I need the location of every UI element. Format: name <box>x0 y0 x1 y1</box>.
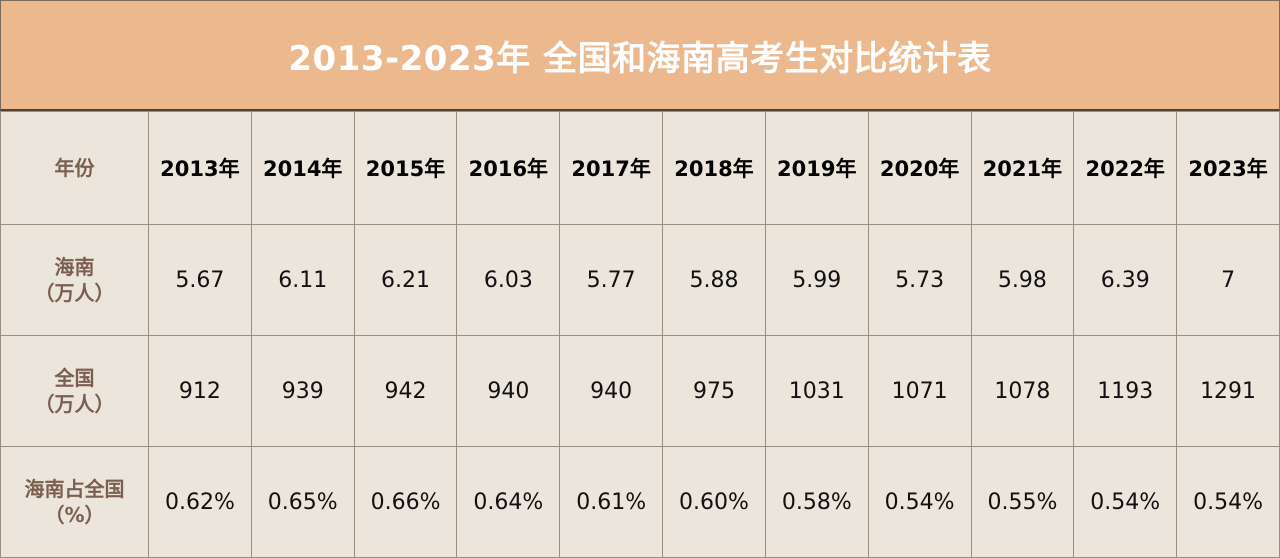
year-header-cell: 2015年 <box>353 111 458 225</box>
value-cell: 912 <box>148 335 252 447</box>
table-row: 全国 （万人） 912 939 942 940 940 975 1031 1071 1078 1193… <box>0 335 1280 447</box>
value-cell: 5.77 <box>559 224 664 336</box>
title-bar: 2013-2023年 全国和海南高考生对比统计表 <box>0 0 1280 111</box>
value-cell: 0.54% <box>867 446 972 558</box>
value-cell: 1193 <box>1073 335 1178 447</box>
value-cell: 0.60% <box>662 446 766 558</box>
table-row: 海南占全国 （%） 0.62% 0.65% 0.66% 0.64% 0.61% 0.60% 0.… <box>0 446 1280 558</box>
value-cell: 5.88 <box>662 224 766 336</box>
year-header-cell: 2013年 <box>148 111 252 225</box>
value-cell: 1031 <box>764 335 869 447</box>
value-cell: 6.03 <box>456 224 561 336</box>
year-label: 年份 <box>0 111 149 225</box>
value-cell: 0.62% <box>148 446 252 558</box>
row-label-line1: 海南 <box>54 255 95 279</box>
year-header-cell: 2016年 <box>456 111 561 225</box>
value-cell: 6.21 <box>353 224 458 336</box>
comparison-table: 年份 2013年 2014年 2015年 2016年 2017年 2018年 2019年 20… <box>0 111 1280 558</box>
year-header-cell: 2014年 <box>250 111 355 225</box>
value-cell: 0.54% <box>1176 446 1280 558</box>
value-cell: 6.11 <box>250 224 355 336</box>
year-header-cell: 2021年 <box>970 111 1075 225</box>
value-cell: 5.98 <box>970 224 1075 336</box>
year-header-cell: 2020年 <box>867 111 972 225</box>
value-cell: 1071 <box>867 335 972 447</box>
row-label-line1: 全国 <box>54 366 95 390</box>
value-cell: 0.55% <box>970 446 1075 558</box>
header-row: 年份 2013年 2014年 2015年 2016年 2017年 2018年 2019年 20… <box>0 111 1280 225</box>
value-cell: 0.66% <box>353 446 458 558</box>
year-header-cell: 2023年 <box>1176 111 1280 225</box>
row-label: 全国 （万人） <box>0 335 149 447</box>
table-row: 海南 （万人） 5.67 6.11 6.21 6.03 5.77 5.88 5.99 5.73 5.… <box>0 224 1280 336</box>
row-label-line2: （万人） <box>34 392 115 416</box>
value-cell: 0.64% <box>456 446 561 558</box>
value-cell: 940 <box>456 335 561 447</box>
value-cell: 1078 <box>970 335 1075 447</box>
row-label-line2: （万人） <box>34 281 115 305</box>
year-header-cell: 2022年 <box>1073 111 1178 225</box>
value-cell: 0.61% <box>559 446 664 558</box>
value-cell: 0.58% <box>764 446 869 558</box>
row-label-line1: 海南占全国 <box>24 477 125 501</box>
value-cell: 7 <box>1176 224 1280 336</box>
value-cell: 5.67 <box>148 224 252 336</box>
table-title: 2013-2023年 全国和海南高考生对比统计表 <box>288 38 992 79</box>
row-label-line2: （%） <box>44 503 105 527</box>
year-header-cell: 2018年 <box>662 111 766 225</box>
value-cell: 940 <box>559 335 664 447</box>
value-cell: 5.73 <box>867 224 972 336</box>
value-cell: 1291 <box>1176 335 1280 447</box>
value-cell: 0.65% <box>250 446 355 558</box>
row-label: 海南占全国 （%） <box>0 446 149 558</box>
value-cell: 6.39 <box>1073 224 1178 336</box>
year-header-cell: 2017年 <box>559 111 664 225</box>
value-cell: 975 <box>662 335 766 447</box>
value-cell: 5.99 <box>764 224 869 336</box>
value-cell: 0.54% <box>1073 446 1178 558</box>
row-label: 海南 （万人） <box>0 224 149 336</box>
value-cell: 942 <box>353 335 458 447</box>
value-cell: 939 <box>250 335 355 447</box>
year-header-cell: 2019年 <box>764 111 869 225</box>
